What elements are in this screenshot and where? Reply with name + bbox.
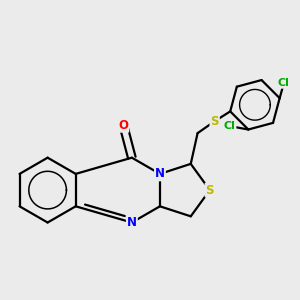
Text: N: N <box>127 216 137 229</box>
Text: Cl: Cl <box>278 78 290 88</box>
Text: S: S <box>206 184 214 196</box>
Text: Cl: Cl <box>224 121 236 131</box>
Text: N: N <box>155 167 165 180</box>
Text: O: O <box>118 119 128 132</box>
Text: S: S <box>210 115 219 128</box>
